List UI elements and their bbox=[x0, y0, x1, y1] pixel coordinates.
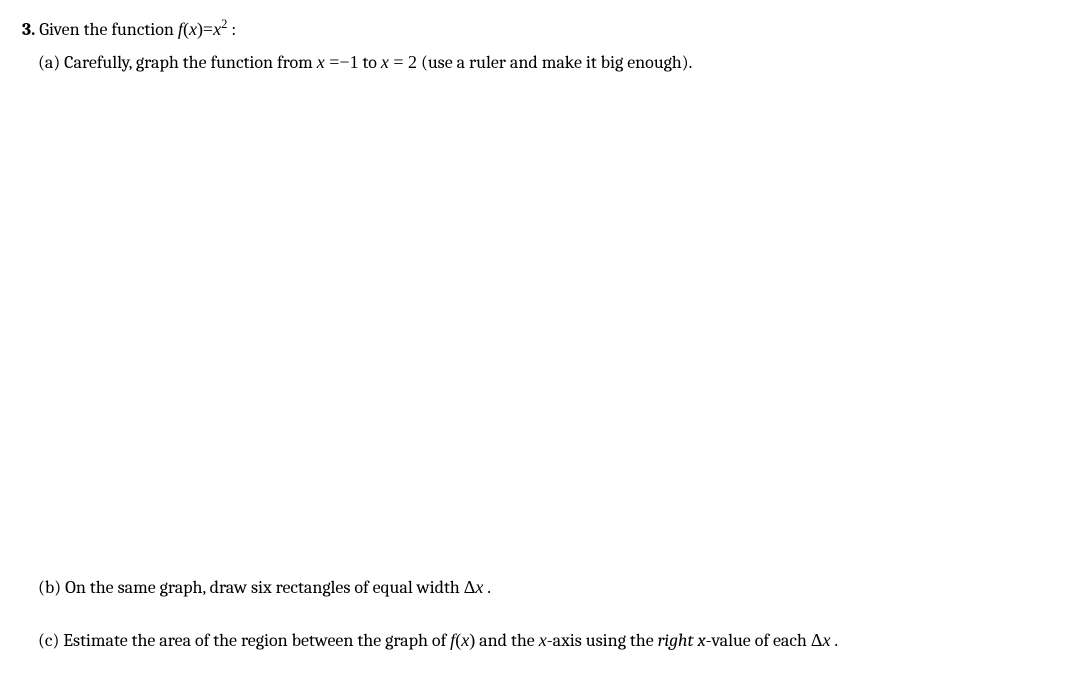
part-a-label: (a) bbox=[38, 52, 64, 73]
part-b-post: . bbox=[483, 577, 491, 598]
problem-intro-pre: Given the function bbox=[35, 19, 178, 40]
part-c-fx-x: x bbox=[461, 630, 469, 650]
math-x2: x bbox=[213, 19, 221, 39]
part-a-eq1: x =−1 bbox=[317, 52, 359, 72]
part-a-eq2-var: x bbox=[381, 52, 389, 72]
part-c-delta: Δx bbox=[811, 630, 831, 650]
part-b-pre: On the same graph, draw six rectangles o… bbox=[65, 577, 464, 598]
part-b: (b) On the same graph, draw six rectangl… bbox=[22, 574, 1058, 601]
graph-blank-area bbox=[22, 82, 1058, 574]
part-c-post: . bbox=[830, 630, 838, 651]
part-c-fx: f(x) bbox=[450, 630, 475, 650]
part-b-delta: Δx bbox=[464, 577, 484, 597]
part-a-eq2-rest: = 2 bbox=[389, 52, 417, 72]
problem-statement: 3. Given the function f(x)=x2 : bbox=[22, 16, 1058, 43]
part-c-mid1: and the bbox=[475, 630, 539, 651]
part-a: (a) Carefully, graph the function from x… bbox=[22, 49, 1058, 76]
part-a-eq1-var: x bbox=[317, 52, 325, 72]
gap-bc bbox=[22, 607, 1058, 627]
part-c-label: (c) bbox=[38, 630, 63, 651]
part-b-label: (b) bbox=[38, 577, 65, 598]
function-expression: f(x)=x2 bbox=[178, 19, 227, 39]
part-c-delta-sym: Δ bbox=[811, 630, 823, 650]
problem-number: 3. bbox=[22, 19, 35, 40]
part-a-pre: Carefully, graph the function from bbox=[64, 52, 317, 73]
part-c-emph: right x bbox=[658, 630, 706, 651]
part-a-mid: to bbox=[359, 52, 381, 73]
part-a-post: (use a ruler and make it big enough). bbox=[417, 52, 692, 73]
problem-intro-post: : bbox=[227, 19, 236, 40]
part-b-delta-sym: Δ bbox=[464, 577, 476, 597]
part-c-pre: Estimate the area of the region between … bbox=[63, 630, 450, 651]
math-x1: x bbox=[189, 19, 197, 39]
part-a-eq1-rest: =−1 bbox=[325, 52, 359, 72]
part-c-mid2: -axis using the bbox=[547, 630, 658, 651]
part-c-xaxis-x: x bbox=[539, 630, 547, 650]
math-close-eq: )= bbox=[197, 19, 213, 39]
part-a-eq2: x = 2 bbox=[381, 52, 417, 72]
part-c-mid3: -value of each bbox=[706, 630, 811, 651]
part-c: (c) Estimate the area of the region betw… bbox=[22, 627, 1058, 654]
